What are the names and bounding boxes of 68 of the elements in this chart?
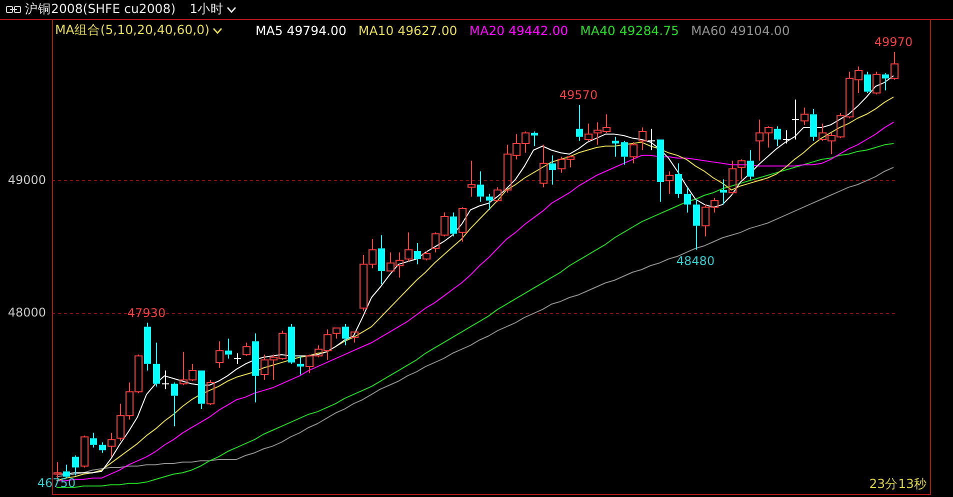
candlestick — [153, 342, 160, 387]
candlestick — [486, 193, 493, 210]
candlestick — [810, 108, 817, 142]
text: MA60 49104.00 — [690, 23, 790, 38]
candlestick — [800, 107, 808, 126]
candlestick — [792, 99, 800, 140]
candlestick — [378, 234, 385, 285]
candlestick — [72, 454, 79, 476]
candlestick — [198, 370, 205, 410]
candlestick — [648, 128, 656, 151]
annotation: 47930 — [127, 306, 166, 320]
candlestick — [342, 324, 349, 346]
candlestick — [549, 154, 556, 186]
candlestick — [584, 123, 592, 142]
text: MA20 49442.00 — [469, 23, 568, 38]
annotation: 48480 — [676, 254, 715, 268]
candlestick — [720, 178, 727, 206]
candlestick — [54, 462, 62, 480]
candlestick — [216, 340, 224, 368]
text: MA40 49284.75 — [580, 23, 679, 38]
candlestick — [864, 71, 871, 94]
candlestick — [225, 338, 232, 360]
y-tick-label: 49000 — [8, 172, 46, 187]
candlestick — [675, 162, 682, 198]
candlestick — [747, 150, 754, 180]
candlestick — [666, 170, 674, 194]
text: MA5 49794.00 — [256, 23, 346, 38]
candlestick — [638, 127, 646, 151]
candlestick — [458, 206, 466, 242]
candlestick — [108, 432, 116, 458]
candlestick — [162, 370, 170, 390]
candlestick — [882, 72, 889, 91]
candlestick — [540, 144, 548, 188]
candlestick — [63, 464, 70, 479]
candlestick — [782, 130, 790, 144]
candlestick — [531, 131, 538, 147]
candlestick — [468, 160, 476, 198]
candlestick — [612, 136, 619, 158]
candlestick — [890, 51, 898, 80]
candlestick — [288, 324, 295, 364]
candlestick — [171, 382, 178, 427]
candlestick — [99, 442, 106, 454]
annotation: 49970 — [874, 34, 913, 49]
chart-subtitle: 1小时 — [190, 1, 224, 18]
candlestick — [252, 332, 259, 403]
candlestick — [684, 186, 691, 214]
candlestick — [414, 242, 421, 265]
candlestick — [693, 198, 700, 250]
chart-title: 沪铜2008(SHFE cu2008) — [25, 1, 176, 18]
annotation: 49570 — [559, 88, 598, 102]
candlestick — [576, 104, 583, 142]
legend-title: MA组合(5,10,20,40,60,0) — [55, 22, 210, 39]
candlestick — [477, 170, 484, 202]
text: MA10 49627.00 — [358, 23, 458, 38]
candlestick — [630, 142, 638, 164]
candlestick — [144, 322, 151, 372]
candlestick — [404, 232, 412, 262]
candlestick — [90, 432, 97, 448]
candlestick — [297, 355, 304, 376]
candlestick — [450, 212, 457, 237]
candlestick — [234, 352, 242, 364]
candlestick — [774, 126, 781, 147]
y-tick-label: 48000 — [8, 306, 46, 320]
annotation: 23分13秒 — [869, 476, 927, 491]
candlestick — [728, 160, 736, 194]
candlestick — [621, 140, 628, 166]
candlestick — [657, 139, 664, 202]
candlestick — [738, 158, 746, 180]
